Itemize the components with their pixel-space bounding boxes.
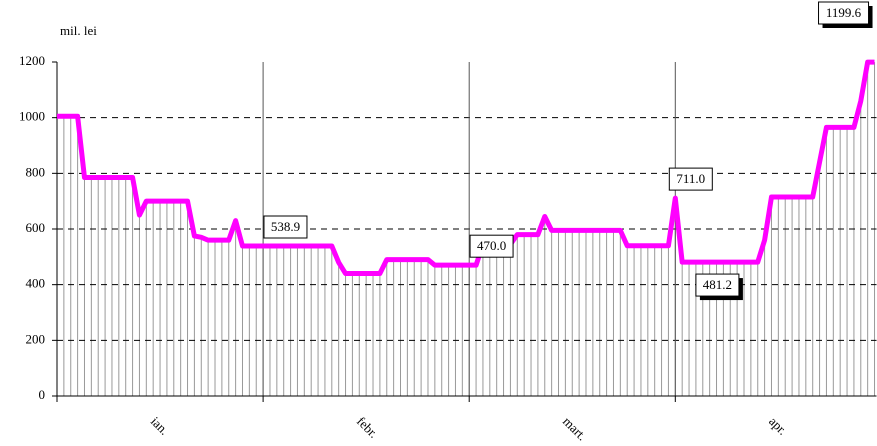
x-tick-label: mart.: [560, 414, 590, 444]
label-box: [469, 234, 514, 258]
label-box: [695, 273, 740, 297]
y-tick-label: 1000: [19, 109, 45, 124]
y-unit-label: mil. lei: [60, 23, 97, 38]
data-label: 711.0: [676, 171, 705, 186]
y-tick-label: 600: [26, 220, 46, 235]
x-tick-label: ian.: [148, 414, 172, 438]
y-tick-label: 800: [26, 164, 46, 179]
label-box: [668, 167, 713, 191]
data-label: 1199.6: [826, 5, 862, 20]
x-tick-label: apr.: [766, 414, 790, 438]
data-label: 470.0: [477, 238, 506, 253]
data-label: 538.9: [271, 219, 300, 234]
label-box: [263, 215, 308, 239]
x-tick-label: febr.: [354, 414, 381, 441]
y-tick-label: 200: [26, 331, 46, 346]
y-tick-label: 0: [39, 387, 46, 402]
y-tick-label: 1200: [19, 53, 45, 68]
data-line: [57, 59, 875, 277]
label-box: [818, 1, 870, 25]
y-tick-label: 400: [26, 276, 46, 291]
data-label: 481.2: [703, 277, 732, 292]
